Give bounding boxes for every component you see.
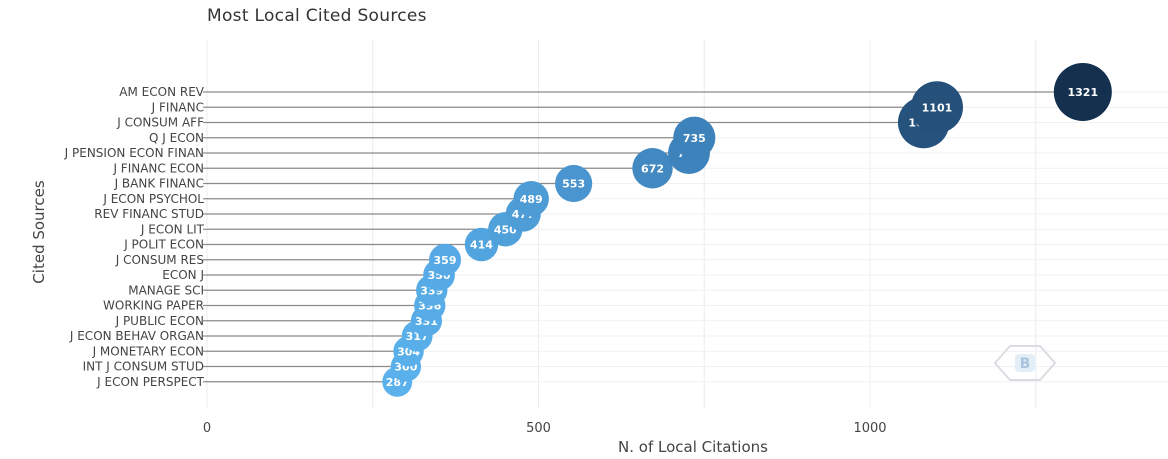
category-label: Q J ECON xyxy=(149,131,204,145)
category-label: INT J CONSUM STUD xyxy=(83,360,204,374)
category-label: REV FINANC STUD xyxy=(94,207,204,221)
data-bubble xyxy=(513,181,549,217)
bubble-layer: 2873003043173313363393503594144504774895… xyxy=(382,63,1112,397)
watermark-logo-icon: B xyxy=(993,345,1057,381)
x-tick-label: 0 xyxy=(203,421,211,436)
data-label: 489 xyxy=(520,193,543,206)
data-label: 359 xyxy=(434,254,457,267)
category-label: J ECON PSYCHOL xyxy=(102,192,204,206)
category-label: J ECON LIT xyxy=(140,222,205,236)
x-tick-labels: 0 500 1000 xyxy=(203,421,887,436)
grid-layer xyxy=(206,40,1168,408)
data-label: 672 xyxy=(641,162,664,175)
data-bubble xyxy=(632,148,673,189)
category-label: AM ECON REV xyxy=(119,85,204,99)
data-label: 553 xyxy=(562,178,585,191)
data-bubble xyxy=(1053,63,1112,121)
y-axis-title: Cited Sources xyxy=(30,180,48,284)
x-axis-title: N. of Local Citations xyxy=(618,438,768,456)
data-bubble xyxy=(429,243,461,276)
category-label: J PENSION ECON FINAN xyxy=(64,146,204,160)
data-label: 1321 xyxy=(1068,86,1099,99)
data-bubble xyxy=(673,116,716,159)
data-bubble xyxy=(555,164,593,203)
data-label: 1101 xyxy=(922,101,953,114)
category-label: WORKING PAPER xyxy=(103,299,204,313)
x-tick-label: 1000 xyxy=(853,421,886,436)
category-label: J FINANC ECON xyxy=(112,161,204,175)
category-label: J CONSUM RES xyxy=(115,253,204,267)
category-label: ECON J xyxy=(162,268,204,282)
data-bubble xyxy=(910,81,963,134)
category-label: J POLIT ECON xyxy=(123,238,204,252)
chart-title: Most Local Cited Sources xyxy=(207,6,427,26)
x-tick-label: 500 xyxy=(526,421,551,436)
category-label: J FINANC xyxy=(151,100,204,114)
category-label: J CONSUM AFF xyxy=(116,116,204,130)
category-label: J ECON PERSPECT xyxy=(96,375,205,389)
data-label: 735 xyxy=(683,132,706,145)
category-label: J PUBLIC ECON xyxy=(115,314,204,328)
category-label: J ECON BEHAV ORGAN xyxy=(69,329,204,343)
category-label: MANAGE SCI xyxy=(128,283,204,297)
category-label: J BANK FINANC xyxy=(114,177,204,191)
category-label: J MONETARY ECON xyxy=(92,344,204,358)
data-label: 414 xyxy=(470,239,493,252)
stem-layer xyxy=(203,91,1083,383)
svg-text:B: B xyxy=(1020,356,1031,372)
